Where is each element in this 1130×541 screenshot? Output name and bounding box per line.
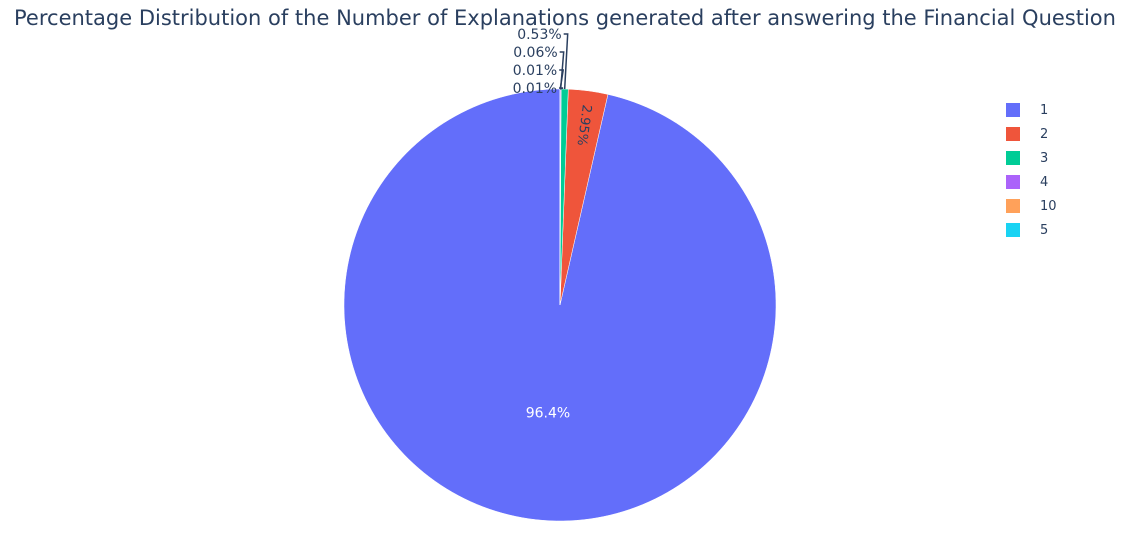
pie-slice-1[interactable]: [343, 88, 777, 522]
legend-label: 10: [1040, 198, 1057, 214]
legend-swatch: [1006, 199, 1020, 213]
slice-label-3: 0.53%: [517, 27, 561, 43]
legend-swatch: [1006, 223, 1020, 237]
legend-swatch: [1006, 127, 1020, 141]
legend-label: 1: [1040, 102, 1049, 118]
legend-item-4[interactable]: 4: [1000, 170, 1057, 194]
slice-label-10: 0.01%: [513, 63, 557, 79]
slice-label-5: 0.01%: [513, 81, 557, 97]
legend-label: 3: [1040, 150, 1049, 166]
legend-item-10[interactable]: 10: [1000, 194, 1057, 218]
legend-item-3[interactable]: 3: [1000, 146, 1057, 170]
slice-label-2: 2.95%: [574, 104, 594, 147]
legend-item-2[interactable]: 2: [1000, 122, 1057, 146]
legend-item-5[interactable]: 5: [1000, 218, 1057, 242]
chart-title: Percentage Distribution of the Number of…: [14, 6, 1116, 30]
legend-swatch: [1006, 103, 1020, 117]
slice-label-1: 96.4%: [526, 405, 570, 421]
legend-swatch: [1006, 175, 1020, 189]
leader-line-10: [559, 69, 565, 90]
legend-label: 5: [1040, 222, 1049, 238]
slice-label-4: 0.06%: [513, 45, 557, 61]
legend-label: 4: [1040, 174, 1049, 190]
legend-label: 2: [1040, 126, 1049, 142]
legend-swatch: [1006, 151, 1020, 165]
legend: 1 2 3 4 10 5: [1000, 98, 1057, 242]
legend-item-1[interactable]: 1: [1000, 98, 1057, 122]
leader-line-5: [559, 87, 564, 90]
leader-line-3: [563, 33, 569, 90]
